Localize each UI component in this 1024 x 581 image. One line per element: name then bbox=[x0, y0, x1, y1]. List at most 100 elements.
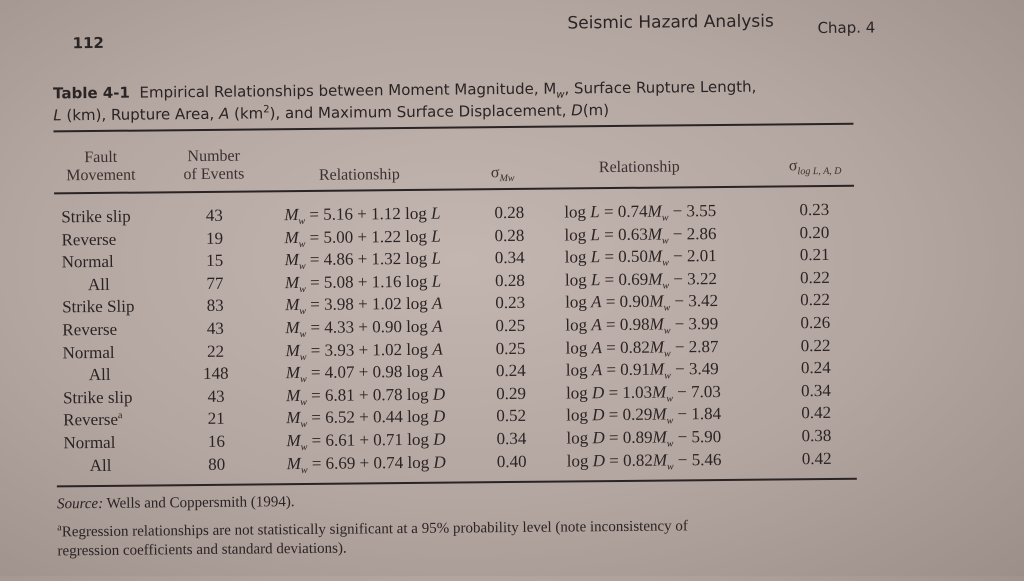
caption-text: , Surface Rupture Length, bbox=[564, 77, 757, 98]
variable: A bbox=[591, 292, 602, 312]
relationship-mw: Mw = 6.69 + 0.74 log D bbox=[286, 452, 446, 476]
relationship-log: log A = 0.82Mw − 2.87 bbox=[565, 336, 719, 360]
relationship-mw: Mw = 5.08 + 1.16 log L bbox=[284, 271, 442, 295]
coef: 0.71 bbox=[373, 430, 404, 450]
variable: L bbox=[590, 269, 601, 290]
fault-movement: Reverse bbox=[62, 320, 117, 341]
relationship-log: log L = 0.69Mw − 3.22 bbox=[564, 268, 717, 292]
coef: 0.90 bbox=[619, 292, 650, 312]
fault-text: Strike slip bbox=[61, 206, 131, 227]
coef: 1.84 bbox=[691, 404, 722, 424]
coef: 1.22 bbox=[371, 226, 402, 246]
header-sigma-mw: σMw bbox=[491, 164, 515, 184]
coef: 0.90 bbox=[372, 317, 402, 337]
relationship-mw: Mw = 3.93 + 1.02 log A bbox=[285, 339, 443, 363]
coef: 2.86 bbox=[686, 223, 717, 243]
sigma-log: 0.42 bbox=[801, 448, 832, 468]
coef: 1.02 bbox=[372, 339, 403, 359]
fault-text: Normal bbox=[61, 252, 114, 272]
top-rule bbox=[53, 122, 854, 132]
relationship-log: log L = 0.50Mw − 2.01 bbox=[564, 246, 717, 269]
coef: 0.63 bbox=[617, 224, 648, 244]
sigma-log: 0.22 bbox=[800, 335, 831, 355]
number-of-events: 15 bbox=[206, 250, 224, 271]
coef: 3.55 bbox=[686, 201, 717, 221]
fault-text: Reverse bbox=[63, 410, 119, 430]
header-text: σ bbox=[490, 164, 500, 182]
table-caption-line1: Table 4-1 Empirical Relationships betwee… bbox=[53, 78, 756, 106]
relationship-log: log D = 0.82Mw − 5.46 bbox=[566, 449, 722, 473]
variable: L bbox=[590, 247, 601, 267]
sigma-log: 0.34 bbox=[801, 380, 831, 401]
source-note: Source: Wells and Coppersmith (1994). bbox=[57, 494, 295, 513]
number-of-events: 43 bbox=[205, 205, 223, 225]
sigma-mw: 0.34 bbox=[494, 248, 525, 268]
sigma-log: 0.24 bbox=[800, 358, 831, 378]
variable: D bbox=[591, 382, 605, 403]
coef: 5.08 bbox=[323, 272, 354, 292]
coef: 1.03 bbox=[622, 382, 653, 402]
sigma-log: 0.21 bbox=[799, 245, 830, 265]
caption-text: (km), Rupture Area, bbox=[61, 104, 220, 125]
sigma-mw: 0.23 bbox=[495, 293, 526, 313]
fault-movement: Strike slip bbox=[63, 387, 133, 408]
variable: D bbox=[433, 452, 446, 472]
variable: D bbox=[592, 428, 605, 448]
variable: L bbox=[431, 248, 442, 268]
coef: 3.93 bbox=[324, 340, 355, 360]
coef: 5.16 bbox=[323, 204, 354, 224]
footnote-line2: regression coefficients and standard dev… bbox=[57, 540, 347, 560]
coef: 2.01 bbox=[686, 246, 717, 266]
number-of-events: 16 bbox=[207, 431, 226, 451]
footnote-mark: a bbox=[117, 410, 123, 422]
number-of-events: 148 bbox=[202, 363, 229, 384]
number-of-events: 77 bbox=[206, 273, 224, 293]
relationship-log: log D = 0.29Mw − 1.84 bbox=[566, 404, 722, 427]
coef: 0.91 bbox=[620, 359, 651, 380]
table-label: Table 4-1 bbox=[53, 83, 130, 103]
caption-text: Empirical Relationships between Moment M… bbox=[139, 79, 557, 102]
coef: 1.12 bbox=[370, 204, 401, 224]
sigma-log: 0.42 bbox=[801, 403, 832, 423]
coef: 1.02 bbox=[371, 294, 402, 314]
variable: L bbox=[431, 226, 441, 246]
relationship-log: log D = 0.89Mw − 5.90 bbox=[566, 426, 722, 450]
relationship-log: log L = 0.63Mw − 2.86 bbox=[564, 223, 717, 247]
fault-movement: Strike slip bbox=[61, 207, 131, 228]
variable: A bbox=[431, 294, 443, 314]
sigma-log: 0.22 bbox=[799, 267, 830, 288]
coef: 4.86 bbox=[323, 249, 354, 269]
coef: 6.61 bbox=[325, 430, 356, 450]
header-text: of Events bbox=[183, 165, 245, 184]
coef: 4.07 bbox=[324, 362, 355, 382]
variable: L bbox=[430, 203, 441, 223]
coef: 0.29 bbox=[622, 405, 653, 425]
variable: D bbox=[432, 384, 446, 404]
coef: 3.22 bbox=[687, 268, 717, 289]
bottom-rule bbox=[56, 477, 857, 487]
coef: 3.42 bbox=[688, 291, 719, 311]
fault-movement: Normal bbox=[62, 252, 114, 272]
caption-text: (km bbox=[229, 104, 264, 123]
variable: D bbox=[433, 429, 446, 449]
number-of-events: 43 bbox=[207, 386, 225, 406]
variable: A bbox=[432, 361, 444, 381]
header-text: Number bbox=[187, 147, 241, 166]
relationship-mw: Mw = 4.86 + 1.32 log L bbox=[284, 248, 442, 273]
coef: 5.90 bbox=[691, 426, 722, 447]
sigma-mw: 0.25 bbox=[495, 315, 526, 336]
relationship-mw: Mw = 6.81 + 0.78 log D bbox=[285, 384, 446, 408]
variable: L bbox=[431, 271, 442, 291]
header-text: Mw bbox=[499, 172, 515, 185]
coef: 3.49 bbox=[688, 359, 719, 379]
coef: 0.69 bbox=[618, 269, 649, 289]
sigma-log: 0.22 bbox=[800, 290, 831, 310]
sigma-log: 0.26 bbox=[800, 312, 831, 333]
sigma-mw: 0.24 bbox=[495, 361, 526, 381]
table-body: Strike slip 43 Mw = 5.16 + 1.12 log L 0.28 l… bbox=[0, 0, 1021, 476]
footnote-text: Regression relationships are not statist… bbox=[61, 518, 688, 541]
page-number: 112 bbox=[72, 33, 105, 53]
variable: A bbox=[591, 360, 603, 380]
sigma-mw: 0.40 bbox=[496, 451, 527, 471]
